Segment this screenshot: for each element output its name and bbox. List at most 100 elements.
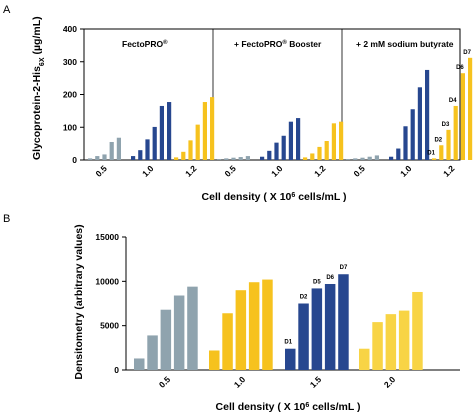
panel-a-y-label-units: (µg/mL): [31, 16, 43, 54]
panel-b-x-tick-label: 0.5: [157, 374, 173, 390]
panel-a-bar: [131, 156, 136, 160]
panel-a-title-2-reg: ®: [282, 39, 287, 46]
panel-b-y-tick-label: 0: [114, 365, 119, 375]
panel-a-bar: [274, 142, 279, 160]
panel-a-data-label: D7: [463, 50, 471, 56]
panel-a-frame: [83, 28, 461, 161]
panel-a-bar: [453, 105, 458, 160]
panel-a-bar: [317, 146, 322, 160]
panel-a-bar: [210, 97, 215, 160]
panel-a-bar: [102, 154, 107, 160]
panel-a-bar: [181, 151, 186, 160]
panel-a-y-tick-label: 0: [72, 155, 77, 165]
panel-a-x-tick-label: 0.5: [93, 163, 109, 179]
panel-a-x-label-pre: Cell density ( X 10: [202, 191, 292, 203]
panel-a-bar: [432, 158, 437, 160]
panel-a-bar: [238, 157, 243, 160]
panel-a-x-axis-label: Cell density ( X 106 cells/mL ): [202, 191, 347, 203]
panel-a-bar: [439, 145, 444, 160]
panel-a-bar: [145, 139, 150, 160]
panel-b-bar: [222, 313, 233, 370]
panel-b-bar: [324, 283, 336, 370]
panel-a-bars: [88, 57, 473, 160]
panel-a-bar: [310, 153, 315, 160]
panel-a-x-tick-label: 1.0: [269, 163, 285, 179]
panel-a-title-1: FectoPRO®: [122, 39, 168, 49]
panel-a-bar: [353, 158, 358, 160]
panel-a-x-tick-label: 0.5: [222, 163, 238, 179]
panel-a-bar: [174, 157, 179, 160]
panel-a-data-labels: D1 D2 D3 D4 D6 D7: [427, 50, 471, 157]
panel-a-bar: [303, 157, 308, 160]
panel-b-data-label: D5: [313, 279, 321, 285]
panel-b-y-tick-label: 15000: [95, 232, 119, 242]
panel-a-bar: [109, 141, 114, 160]
panel-a-bar: [116, 137, 121, 160]
panel-a-bar: [460, 73, 465, 160]
panel-a-bar: [188, 140, 193, 160]
panel-a-bar: [281, 135, 286, 160]
panel-a-data-label: D4: [449, 98, 457, 104]
panel-a-data-label: D6: [456, 65, 464, 71]
panel-a-y-tick-label: 400: [63, 24, 77, 34]
panel-a-bar: [339, 121, 344, 160]
panel-b-x-ticks: 0.5 1.0 1.5 2.0: [157, 374, 398, 390]
panel-b-data-label: D2: [300, 295, 308, 301]
panel-a-x-tick-label: 1.2: [312, 163, 328, 179]
panel-a-bar: [360, 157, 365, 160]
panel-b-x-tick-label: 1.0: [232, 374, 248, 390]
panel-b-x-label-pre: Cell density ( X 10: [216, 401, 306, 413]
panel-a-bar: [231, 157, 236, 160]
panel-b-data-label: D6: [326, 275, 334, 281]
panel-b-data-label: D1: [284, 340, 292, 346]
panel-a-bar: [446, 129, 451, 160]
panel-a-title-1-reg: ®: [163, 39, 168, 46]
panel-b: B Densitometry (arbitrary values) 0 5000 1…: [3, 213, 460, 413]
panel-b-bar: [147, 335, 158, 370]
panel-b-bar: [398, 310, 410, 370]
panel-b-y-tick-label: 5000: [100, 321, 119, 331]
panel-b-bar: [160, 309, 172, 370]
panel-a-bar: [245, 156, 250, 160]
panel-a-bar: [288, 121, 293, 160]
panel-a-x-tick-label: 0.5: [351, 163, 367, 179]
panel-a-y-ticks: 0 100 200 300 400: [63, 24, 84, 165]
panel-b-bar: [412, 291, 423, 370]
panel-a-data-label: D3: [442, 122, 450, 128]
panel-a-bar: [260, 156, 265, 160]
panel-a-bar: [425, 69, 430, 160]
panel-a-bar: [396, 148, 401, 160]
panel-a-x-tick-label: 1.2: [183, 163, 199, 179]
panel-b-bar: [372, 322, 383, 370]
panel-a-bar: [195, 124, 200, 160]
panel-a-bar: [217, 159, 222, 160]
panel-b-bar: [359, 348, 370, 370]
panel-a-x-label-sup: 6: [291, 192, 295, 199]
panel-a-bar: [267, 150, 272, 160]
panel-a-bar: [167, 102, 172, 160]
panel-a-y-tick-label: 100: [63, 122, 77, 132]
panel-b-bar: [385, 314, 397, 370]
panel-a-x-ticks: 0.5 1.0 1.2 0.5 1.0 1.2 0.5 1.0 1.2: [93, 163, 456, 179]
panel-a-bar: [403, 126, 408, 160]
panel-a-bar: [367, 156, 372, 160]
panel-b-bar: [173, 295, 185, 370]
panel-b-bar: [248, 282, 260, 370]
panel-a-bar: [417, 87, 422, 160]
panel-a-bar: [224, 158, 229, 160]
panel-a-bar: [152, 126, 157, 160]
panel-a-bar: [88, 158, 93, 160]
panel-a-bar: [138, 150, 143, 160]
panel-a-title-2-suffix: Booster: [287, 39, 322, 49]
panel-a-y-label-main: Glycoprotein-2-His: [31, 66, 43, 160]
panel-a-title-2-text: + FectoPRO: [234, 39, 283, 49]
panel-a-x-tick-label: 1.0: [140, 163, 156, 179]
panel-b-bar: [262, 279, 273, 370]
panel-a-y-axis-label: Glycoprotein-2-His6X (µg/mL): [31, 16, 46, 160]
panel-a-label: A: [3, 4, 11, 16]
panel-b-bars: [134, 274, 423, 370]
panel-b-data-labels: D1 D2 D5 D6 D7: [284, 265, 348, 345]
panel-b-data-label: D7: [340, 265, 348, 271]
panel-b-y-axis-label: Densitometry (arbitrary values): [73, 224, 85, 379]
